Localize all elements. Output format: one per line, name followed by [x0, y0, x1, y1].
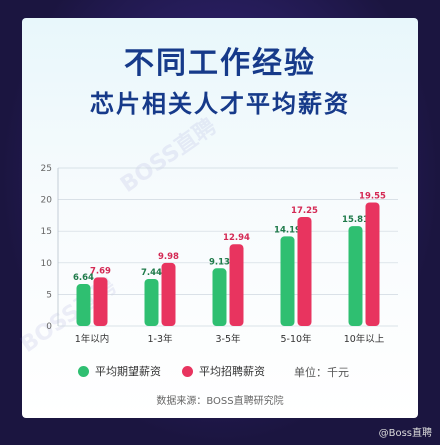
legend-expected-label: 平均期望薪资: [95, 365, 161, 378]
bar-expected: [348, 226, 363, 326]
chart-title: 不同工作经验: [124, 46, 316, 81]
y-tick-label: 10: [41, 259, 53, 269]
data-label: 7.44: [141, 268, 162, 278]
bar-expected: [280, 236, 295, 326]
data-label: 14.19: [274, 225, 301, 235]
y-tick-label: 15: [41, 227, 52, 237]
legend-offered-swatch: [182, 365, 193, 377]
bar-offered: [93, 277, 108, 326]
x-tick-label: 10年以上: [344, 333, 385, 345]
data-label: 17.25: [291, 206, 318, 216]
bar-chart: 0 5 10 15 20 25 6.647.69 1年以内 7.44 9.98 1-3年 9.13 12…: [41, 164, 398, 345]
legend-offered-label: 平均招聘薪资: [199, 365, 265, 378]
bar-offered: [365, 202, 380, 326]
data-label: 7.69: [90, 266, 111, 276]
bar-expected: [76, 284, 91, 326]
legend-expected: 平均期望薪资: [78, 363, 161, 379]
bar-offered: [297, 216, 312, 326]
data-label: 19.55: [359, 191, 386, 201]
legend-offered: 平均招聘薪资: [182, 363, 265, 379]
data-source: 数据来源：BOSS直聘研究院: [156, 396, 284, 407]
data-label: 12.94: [223, 233, 250, 243]
x-tick-label: 3-5年: [215, 333, 241, 345]
bar-offered: [229, 244, 244, 326]
weibo-watermark: @Boss直聘: [378, 428, 432, 439]
data-label: 15.81: [342, 215, 369, 225]
y-tick-label: 25: [41, 164, 52, 174]
infographic-card: BOSS直聘 BOSS直聘 不同工作经验 芯片相关人才平均薪资 0 5 10 15 20…: [16, 18, 418, 418]
x-tick-label: 1-3年: [147, 333, 173, 345]
data-label: 9.98: [158, 252, 179, 262]
y-tick-label: 5: [46, 290, 52, 300]
chart-subtitle: 芯片相关人才平均薪资: [90, 90, 350, 118]
unit-label: 单位：千元: [294, 366, 349, 379]
legend-expected-swatch: [78, 365, 89, 377]
bar-expected: [212, 268, 227, 326]
bar-expected: [144, 278, 159, 326]
data-label: 9.13: [209, 257, 230, 267]
y-tick-label: 0: [46, 322, 52, 332]
bar-offered: [161, 262, 176, 326]
y-tick-label: 20: [41, 196, 53, 206]
data-label: 6.64: [73, 273, 94, 283]
x-tick-label: 5-10年: [280, 333, 312, 345]
x-tick-label: 1年以内: [75, 333, 110, 345]
